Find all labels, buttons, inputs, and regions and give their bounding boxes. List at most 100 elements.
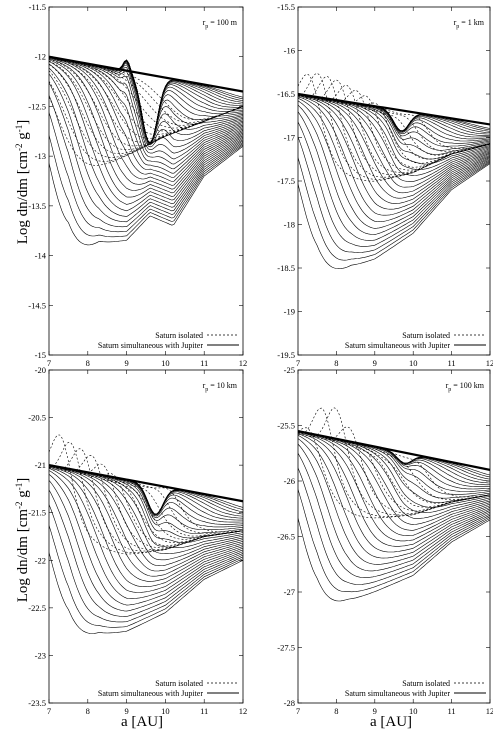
x-tick-label: 10 — [409, 706, 418, 716]
x-axis-title-right: a [AU] — [370, 714, 412, 730]
series-line-dashed — [49, 56, 243, 135]
y-tick-label: -14 — [35, 251, 47, 261]
series-line-dashed — [49, 58, 243, 147]
chart-panel-top-right: 7 8 9 10 11 12 -15.5 -16 -16.5 -17 -17.5 -18 -18.5 -1… — [277, 2, 493, 368]
envelope-line — [298, 92, 490, 126]
annot-r: r — [454, 18, 457, 27]
legend-label-simultaneous: Saturn simultaneous with Jupiter — [345, 341, 450, 350]
x-tick-label: 7 — [47, 706, 51, 716]
series-line-solid — [49, 56, 243, 144]
series-line-dashed — [298, 89, 490, 171]
y-tick-label: -23 — [35, 650, 46, 660]
series-line-dashed — [298, 76, 490, 178]
y-tick-label: -16.5 — [277, 89, 295, 99]
envelope-line — [49, 464, 243, 503]
legend-label-isolated: Saturn isolated — [402, 331, 450, 340]
x-tick-label: 9 — [124, 358, 128, 368]
y-tick-label: -22.5 — [28, 603, 46, 613]
series-line-solid — [49, 525, 243, 628]
y-axis-title-bottom: Log dn/dm [cm-2 g-1] — [14, 478, 31, 603]
radius-annotation: rp = 100 km — [446, 381, 485, 393]
series-line-solid — [49, 56, 243, 144]
series-line-solid — [49, 464, 243, 525]
curves-group — [298, 72, 490, 270]
series-line-solid — [298, 94, 490, 204]
chart-panel-bottom-left: 7 8 9 10 11 12 -20 -20.5 -21 -21.5 -22 -22.5 -23 -23.… — [28, 365, 247, 716]
y-tick-label: -20.5 — [28, 413, 46, 423]
series-line-solid — [49, 465, 243, 582]
legend-label-isolated: Saturn isolated — [155, 331, 203, 340]
series-line-dashed — [49, 464, 243, 543]
x-tick-label: 8 — [86, 358, 90, 368]
annot-r: r — [203, 18, 206, 27]
series-line-solid — [298, 433, 490, 553]
series-line-solid — [298, 96, 490, 216]
series-line-solid — [298, 163, 490, 270]
series-line-dashed — [49, 434, 243, 555]
curves-group — [49, 434, 243, 634]
series-line-solid — [298, 94, 490, 194]
y-tick-label: -18 — [284, 220, 295, 230]
y-tick-label: -25 — [284, 365, 295, 375]
series-line-dashed — [49, 96, 243, 166]
y-tick-label: -28 — [284, 698, 295, 708]
envelope-line — [298, 429, 490, 471]
x-tick-label: 11 — [448, 706, 456, 716]
series-line-solid — [49, 63, 243, 205]
annot-value: = 100 m — [208, 18, 238, 27]
series-line-dashed — [49, 455, 243, 550]
chart-panel-top-left: 7 8 9 10 11 12 -11.5 -12 -12.5 -13 -13.5 -14 -14.5 -1… — [28, 2, 247, 368]
x-tick-label: 8 — [86, 706, 90, 716]
series-line-solid — [298, 432, 490, 547]
series-line-solid — [298, 517, 490, 602]
series-line-dashed — [49, 441, 243, 553]
plot-frame — [48, 369, 244, 704]
x-tick-label: 11 — [448, 358, 456, 368]
annot-value: = 10 km — [208, 381, 238, 390]
series-line-solid — [298, 467, 490, 585]
series-line-solid — [298, 431, 490, 531]
annot-sub: p — [456, 24, 459, 30]
series-line-dashed — [49, 463, 243, 549]
y-axis-title-top: Log dn/dm [cm-2 g-1] — [14, 120, 31, 245]
plot-frame — [297, 6, 491, 356]
y-tick-label: -27.5 — [277, 643, 295, 653]
series-line-solid — [49, 135, 243, 238]
y-tick-label: -13.5 — [28, 201, 46, 211]
x-tick-label: 7 — [296, 706, 300, 716]
series-line-solid — [49, 480, 243, 612]
annot-sub: p — [205, 24, 208, 30]
x-tick-label: 11 — [200, 358, 208, 368]
series-line-solid — [49, 67, 243, 212]
series-line-solid — [298, 489, 490, 593]
y-tick-label: -15.5 — [277, 2, 295, 12]
annot-r: r — [446, 381, 449, 390]
series-line-solid — [298, 93, 490, 188]
x-tick-label: 9 — [373, 706, 377, 716]
series-line-solid — [298, 93, 490, 182]
radius-annotation: rp = 100 m — [203, 18, 238, 30]
series-line-dashed — [49, 56, 243, 132]
x-axis-title-left: a [AU] — [121, 714, 163, 730]
series-line-dashed — [49, 64, 243, 154]
series-line-solid — [49, 464, 243, 543]
annot-value: = 1 km — [459, 18, 485, 27]
series-line-solid — [298, 453, 490, 578]
x-tick-label: 8 — [334, 358, 338, 368]
series-line-solid — [49, 82, 243, 223]
series-line-solid — [49, 552, 243, 634]
panels-group: 7 8 9 10 11 12 -11.5 -12 -12.5 -13 -13.5 -14 -14.5 -1… — [28, 2, 493, 716]
series-line-solid — [49, 56, 243, 148]
y-tick-label: -17.5 — [277, 176, 295, 186]
x-tick-label: 10 — [161, 358, 170, 368]
x-tick-label: 8 — [334, 706, 338, 716]
series-line-dashed — [298, 407, 490, 516]
x-tick-label: 7 — [47, 358, 51, 368]
series-line-solid — [298, 121, 490, 247]
y-tick-label: -16 — [284, 46, 295, 56]
series-line-solid — [49, 465, 243, 566]
series-line-solid — [49, 473, 243, 606]
radius-annotation: rp = 10 km — [203, 381, 238, 393]
series-line-solid — [298, 94, 490, 199]
series-line-solid — [49, 56, 243, 143]
